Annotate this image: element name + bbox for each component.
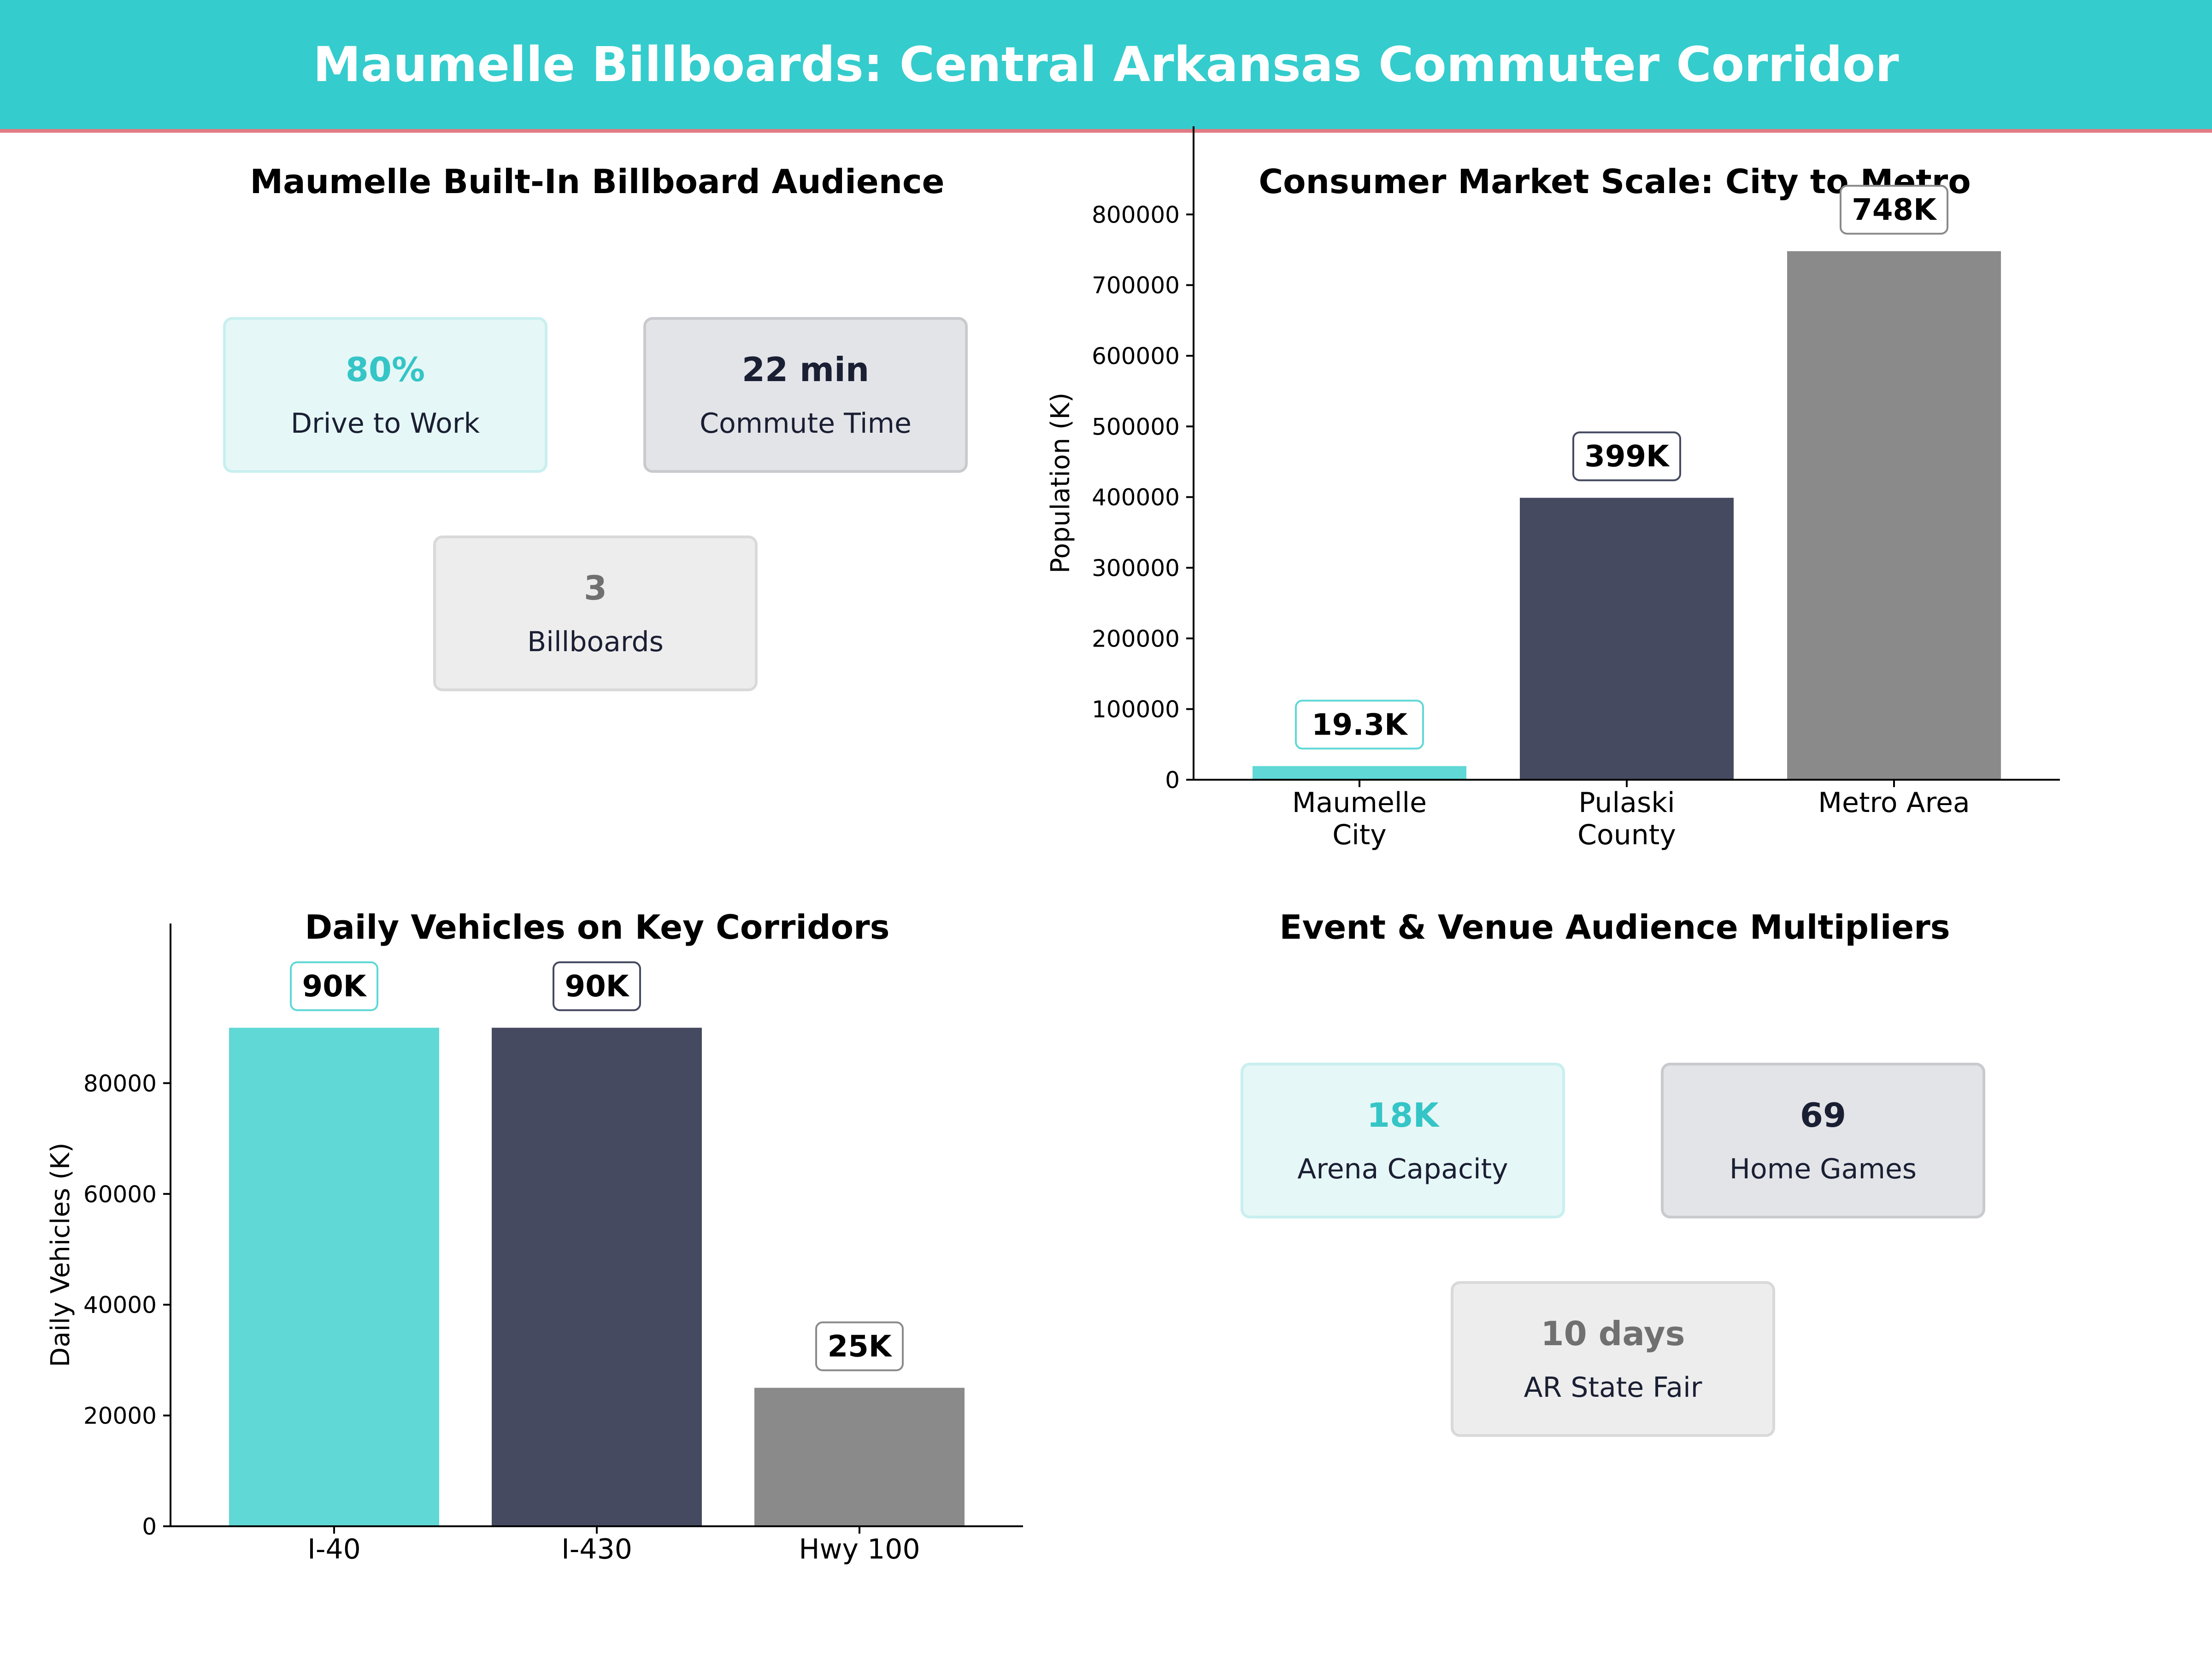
x-tick-label: Hwy 100	[799, 1533, 920, 1565]
x-tick-label: Pulaski	[1578, 787, 1675, 819]
bar	[1253, 766, 1466, 780]
y-tick-label: 100000	[1092, 696, 1180, 723]
y-tick-label: 40000	[83, 1292, 157, 1318]
y-tick-label: 400000	[1092, 484, 1180, 511]
data-label: 25K	[828, 1330, 893, 1364]
bar	[1787, 251, 2001, 780]
kpi-card-drive-to-work: 80% Drive to Work	[223, 317, 547, 473]
y-tick-label: 0	[1165, 767, 1180, 794]
vehicles-chart-title: Daily Vehicles on Key Corridors	[305, 908, 890, 947]
x-tick-label: City	[1332, 819, 1387, 851]
kpi-label: Billboards	[527, 626, 664, 658]
data-label: 19.3K	[1312, 708, 1408, 742]
y-tick-label: 80000	[83, 1070, 157, 1097]
x-tick-label: I-40	[307, 1533, 361, 1565]
kpi-value: 22 min	[741, 350, 870, 389]
bar	[1520, 498, 1734, 780]
kpi-card-home-games: 69 Home Games	[1661, 1063, 1985, 1218]
kpi-label: Commute Time	[700, 407, 912, 440]
kpi-label: Arena Capacity	[1297, 1153, 1508, 1185]
kpi-label: Drive to Work	[290, 407, 480, 440]
kpi-value: 69	[1800, 1096, 1847, 1135]
kpi-value: 3	[583, 569, 607, 607]
y-tick-label: 200000	[1092, 625, 1180, 652]
x-tick-label: I-430	[561, 1533, 632, 1565]
y-axis-label: Daily Vehicles (K)	[46, 1142, 76, 1367]
kpi-value: 10 days	[1541, 1314, 1685, 1353]
kpi-card-commute-time: 22 min Commute Time	[643, 317, 968, 473]
kpi-card-arena-capacity: 18K Arena Capacity	[1241, 1063, 1565, 1218]
kpi-card-billboards: 3 Billboards	[433, 535, 758, 691]
y-tick-label: 500000	[1092, 413, 1180, 440]
kpi-value: 80%	[345, 350, 425, 389]
data-label-box	[815, 1321, 904, 1371]
data-label-box	[1572, 431, 1681, 482]
y-tick-label: 20000	[83, 1403, 157, 1430]
data-label: 90K	[302, 970, 367, 1004]
y-tick-label: 60000	[83, 1181, 157, 1208]
events-panel-title: Event & Venue Audience Multipliers	[1279, 908, 1950, 947]
y-tick-label: 800000	[1092, 201, 1180, 228]
kpi-label: AR State Fair	[1524, 1371, 1702, 1404]
kpi-card-state-fair: 10 days AR State Fair	[1451, 1281, 1775, 1437]
title-banner: Maumelle Billboards: Central Arkansas Co…	[0, 0, 2212, 133]
x-tick-label: Maumelle	[1292, 787, 1427, 819]
data-label-box	[290, 961, 378, 1012]
bar	[492, 1028, 702, 1526]
y-tick-label: 300000	[1092, 555, 1180, 582]
data-label-box	[553, 961, 641, 1012]
kpi-label: Home Games	[1729, 1153, 1917, 1185]
y-tick-label: 0	[142, 1513, 157, 1540]
bar	[229, 1028, 439, 1526]
x-tick-label: Metro Area	[1818, 787, 1970, 819]
page-title: Maumelle Billboards: Central Arkansas Co…	[313, 36, 1899, 93]
data-label-box	[1840, 185, 1948, 235]
kpi-value: 18K	[1367, 1096, 1439, 1135]
bar	[754, 1388, 965, 1526]
audience-panel-title: Maumelle Built-In Billboard Audience	[250, 162, 945, 201]
y-axis-label: Population (K)	[1046, 393, 1076, 573]
y-tick-label: 700000	[1092, 272, 1180, 299]
data-label-box	[1295, 700, 1424, 750]
data-label: 399K	[1584, 440, 1670, 474]
y-tick-label: 600000	[1092, 343, 1180, 370]
data-label: 748K	[1852, 193, 1937, 227]
x-tick-label: County	[1577, 819, 1676, 851]
data-label: 90K	[565, 970, 630, 1004]
